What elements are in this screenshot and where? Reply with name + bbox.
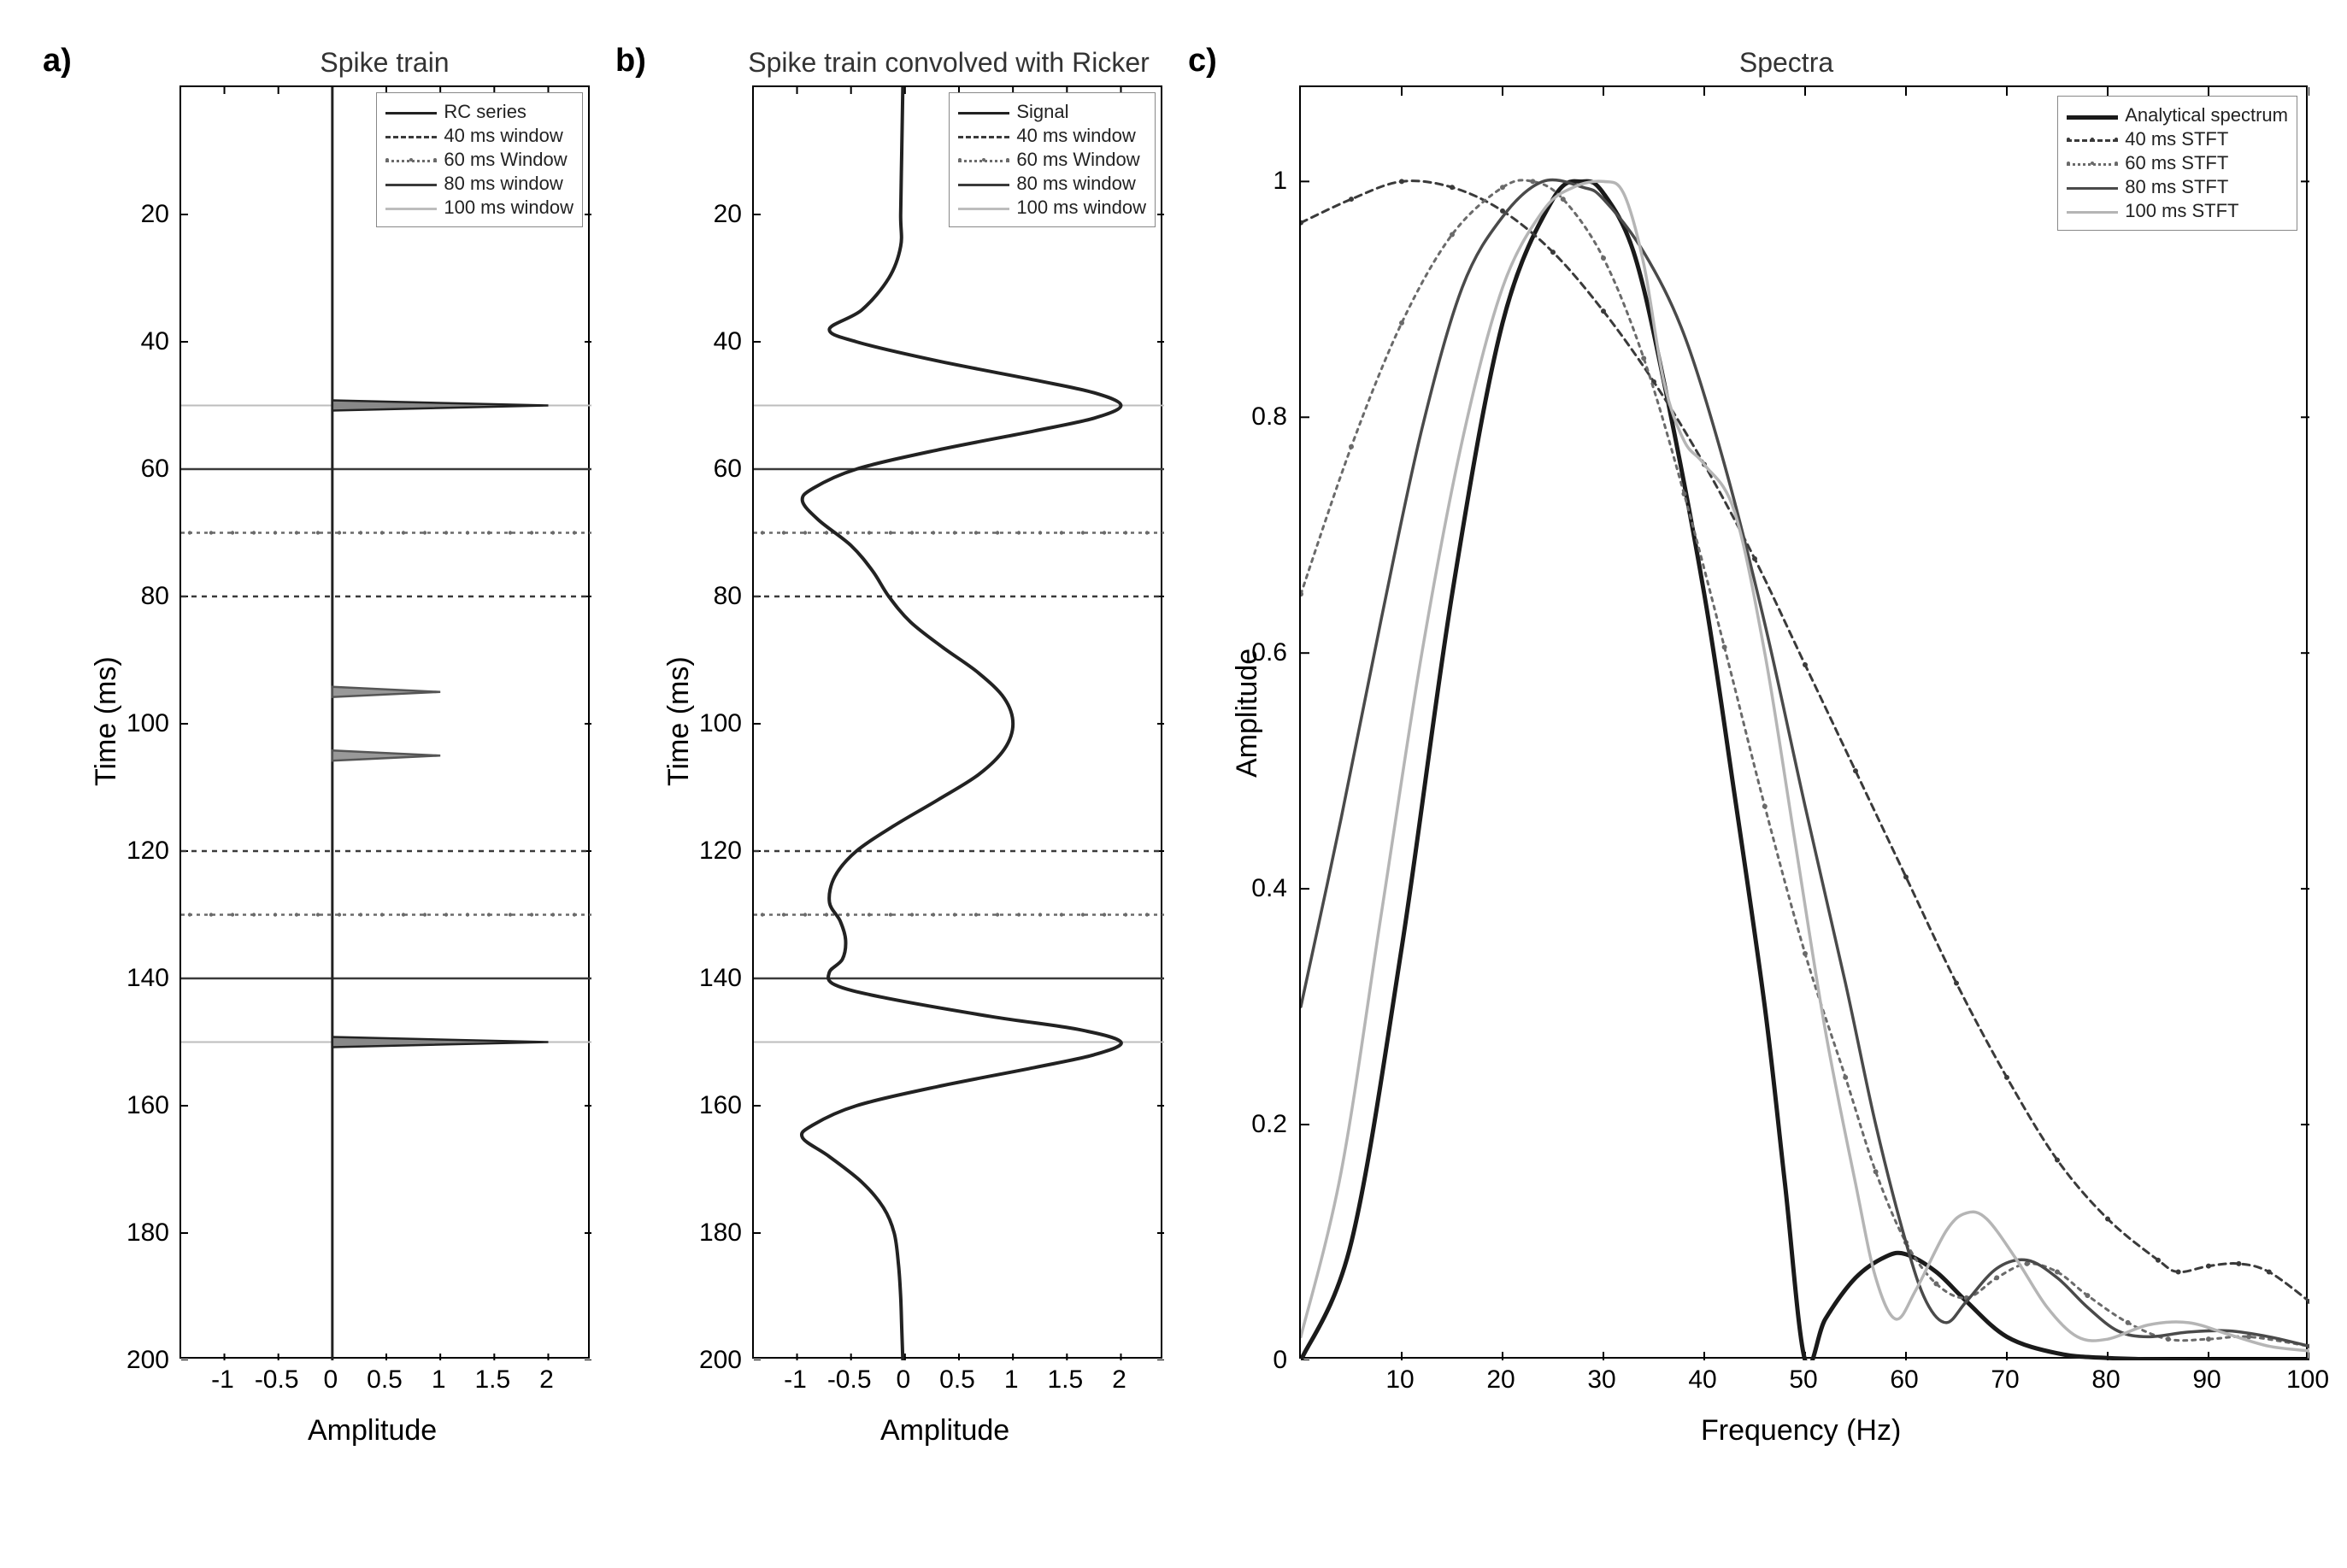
panel-c-legend: Analytical spectrum40 ms STFT60 ms STFT8…	[2057, 96, 2297, 231]
panel-b-ylabel: Time (ms)	[662, 656, 696, 786]
panel-a-plot: RC series40 ms window60 ms Window80 ms w…	[179, 85, 590, 1359]
panel-a-xlabel: Amplitude	[308, 1414, 437, 1448]
panel-c-label: c)	[1188, 43, 1217, 79]
panel-c-xlabel: Frequency (Hz)	[1701, 1414, 1901, 1448]
panel-b-label: b)	[615, 43, 646, 79]
figure-container: a) Spike train Time (ms) Amplitude RC se…	[0, 0, 2347, 1568]
panel-a-title: Spike train	[179, 47, 590, 79]
panel-c-ylabel: Amplitude	[1231, 649, 1264, 778]
panel-b-legend: Signal40 ms window60 ms Window80 ms wind…	[949, 92, 1156, 227]
panel-c: c) Spectra Amplitude Frequency (Hz) Anal…	[1188, 34, 2325, 1487]
panel-c-plot: Analytical spectrum40 ms STFT60 ms STFT8…	[1299, 85, 2308, 1359]
panel-b: b) Spike train convolved with Ricker Tim…	[615, 34, 1162, 1487]
panel-a: a) Spike train Time (ms) Amplitude RC se…	[43, 34, 590, 1487]
panel-b-xlabel: Amplitude	[880, 1414, 1009, 1448]
panel-a-label: a)	[43, 43, 72, 79]
panel-a-ylabel: Time (ms)	[90, 656, 123, 786]
panel-c-title: Spectra	[1273, 47, 2299, 79]
panel-a-legend: RC series40 ms window60 ms Window80 ms w…	[376, 92, 583, 227]
panel-b-title: Spike train convolved with Ricker	[709, 47, 1188, 79]
panel-b-plot: Signal40 ms window60 ms Window80 ms wind…	[752, 85, 1162, 1359]
